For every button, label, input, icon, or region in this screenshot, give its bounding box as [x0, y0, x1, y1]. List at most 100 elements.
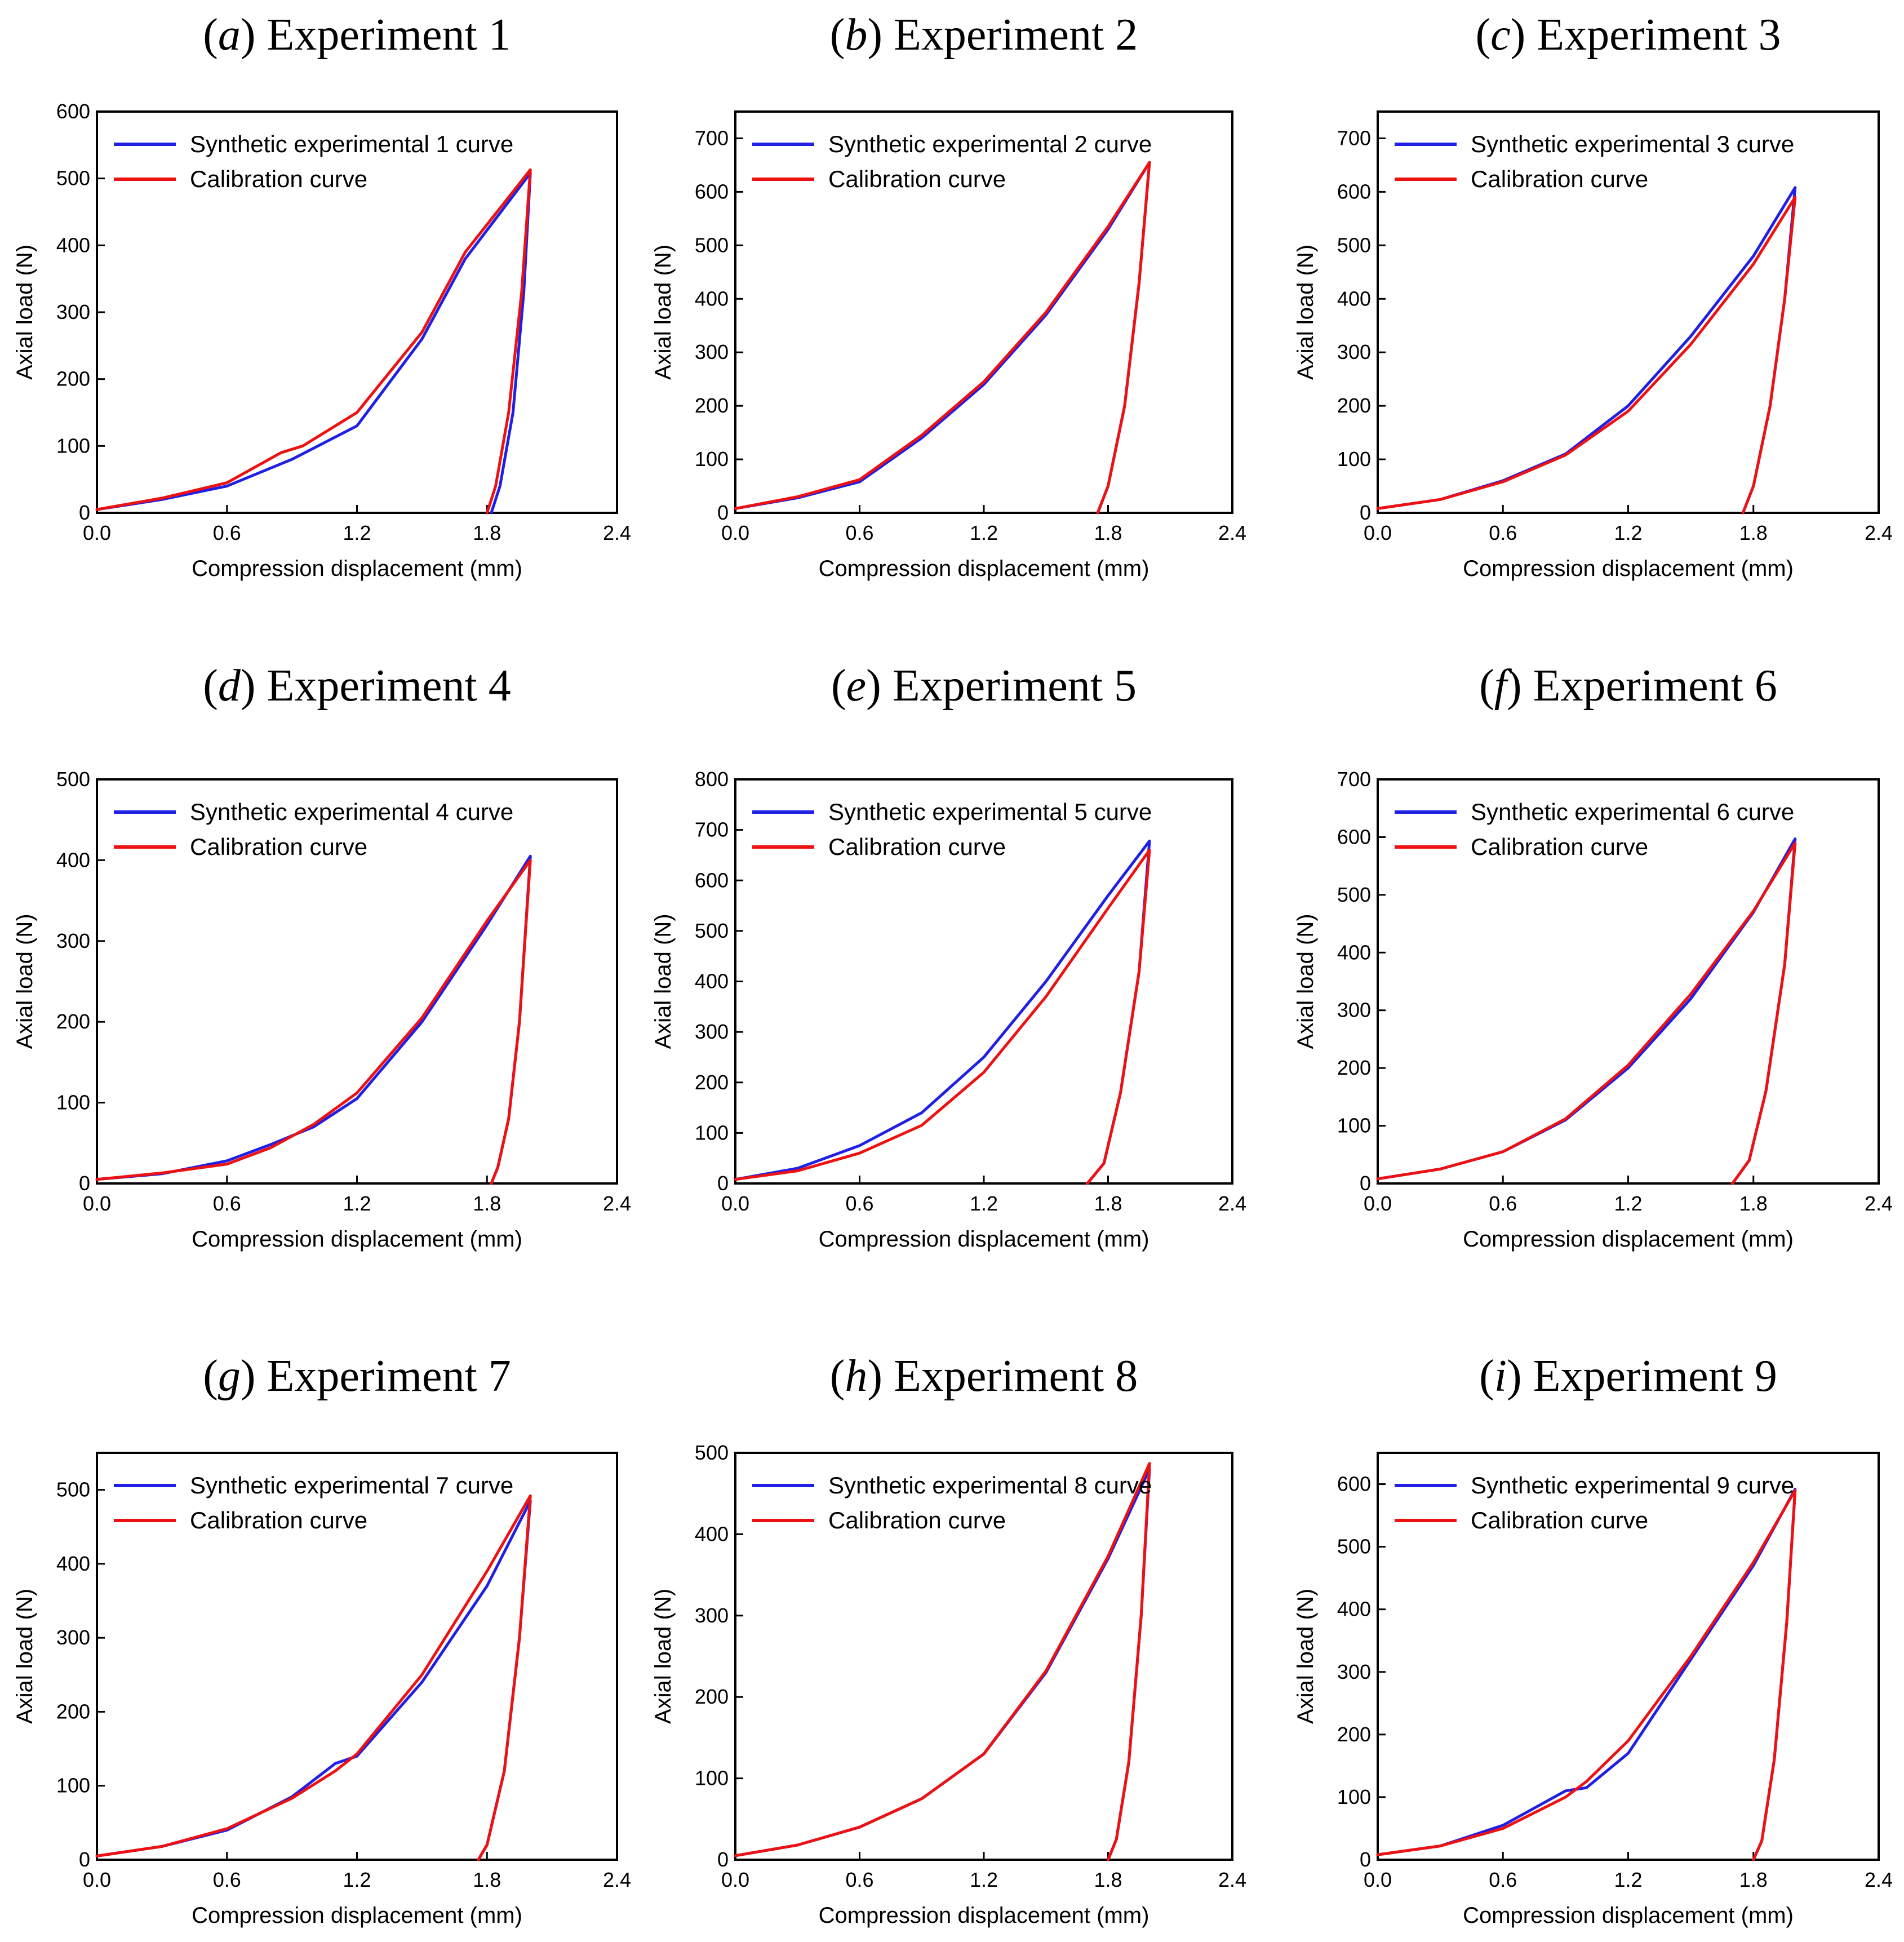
x-tick-label: 1.2: [1614, 521, 1642, 544]
y-tick-label: 300: [56, 300, 90, 323]
y-tick-label: 0: [1360, 1848, 1371, 1871]
y-tick-label: 0: [717, 1848, 729, 1871]
chart-title-text: Experiment 5: [893, 661, 1137, 711]
y-tick-label: 500: [1337, 233, 1371, 256]
series-line-calibration: [95, 168, 532, 515]
legend: Synthetic experimental 5 curve Calibratio…: [752, 799, 1152, 860]
series-line-calibration: [95, 858, 532, 1185]
x-tick-label: 0.6: [213, 521, 241, 544]
y-tick-label: 700: [695, 126, 729, 149]
series-line-calibration: [734, 1462, 1151, 1861]
chart-title-text: Experiment 4: [267, 661, 511, 711]
x-tick-label: 0.0: [1364, 1192, 1392, 1215]
legend-label-calibration: Calibration curve: [828, 166, 1006, 192]
series-line-calibration: [1376, 841, 1797, 1185]
y-tick-label: 300: [56, 1626, 90, 1649]
y-tick-label: 600: [695, 180, 729, 203]
y-tick-label: 400: [56, 1552, 90, 1575]
y-tick-label: 100: [695, 447, 729, 471]
chart-panel-e: (e) Experiment 5 0.0 0.6 1.2 1.8 2.4 0 100 200 30…: [651, 661, 1246, 1252]
y-tick-label: 100: [56, 1774, 90, 1797]
y-axis-label: Axial load (N): [651, 914, 676, 1049]
legend-label-synthetic: Synthetic experimental 2 curve: [828, 131, 1152, 157]
x-tick-label: 0.6: [845, 1868, 873, 1891]
y-tick-label: 200: [56, 1010, 90, 1033]
legend: Synthetic experimental 9 curve Calibratio…: [1395, 1472, 1794, 1533]
y-tick-label: 400: [695, 970, 729, 993]
chart-title-text: Experiment 1: [267, 10, 511, 60]
legend-label-synthetic: Synthetic experimental 6 curve: [1471, 799, 1794, 825]
x-axis-label: Compression displacement (mm): [1463, 1227, 1794, 1252]
y-tick-label: 100: [695, 1767, 729, 1790]
x-tick-label: 1.2: [970, 521, 998, 544]
x-tick-label: 1.2: [343, 521, 371, 544]
y-tick-label: 500: [695, 1441, 729, 1464]
legend-label-synthetic: Synthetic experimental 5 curve: [828, 799, 1152, 825]
x-tick-label: 1.8: [473, 1192, 501, 1215]
x-tick-label: 0.0: [721, 1868, 749, 1891]
y-tick-label: 200: [695, 1071, 729, 1094]
y-tick-label: 100: [695, 1121, 729, 1144]
y-tick-label: 800: [695, 768, 729, 791]
y-tick-label: 300: [695, 1020, 729, 1043]
y-tick-label: 400: [695, 1522, 729, 1545]
x-axis-label: Compression displacement (mm): [192, 556, 522, 581]
series-line-synthetic: [1376, 837, 1797, 1185]
x-tick-label: 1.8: [1094, 1868, 1122, 1891]
y-tick-label: 0: [79, 1848, 90, 1871]
x-tick-label: 0.0: [721, 1192, 749, 1215]
y-tick-label: 500: [56, 1478, 90, 1501]
x-tick-label: 0.6: [1489, 1192, 1517, 1215]
y-axis-label: Axial load (N): [1293, 245, 1318, 380]
legend-label-calibration: Calibration curve: [828, 1507, 1006, 1533]
x-tick-label: 0.6: [845, 1192, 873, 1215]
x-axis-label: Compression displacement (mm): [1463, 1903, 1794, 1928]
chart-panel-f: (f) Experiment 6 0.0 0.6 1.2 1.8 2.4 0 100 200 30…: [1293, 661, 1893, 1252]
legend: Synthetic experimental 4 curve Calibratio…: [114, 799, 513, 860]
chart-title: (e) Experiment 5: [831, 661, 1137, 711]
x-tick-label: 1.8: [473, 521, 501, 544]
x-tick-label: 0.6: [1489, 521, 1517, 544]
chart-title-text: Experiment 8: [894, 1351, 1138, 1401]
x-tick-label: 2.4: [603, 1192, 631, 1215]
y-tick-label: 600: [1337, 1473, 1371, 1496]
x-axis-label: Compression displacement (mm): [192, 1227, 522, 1252]
series-line-synthetic: [95, 854, 532, 1185]
series-line-calibration: [1376, 1489, 1797, 1861]
y-tick-label: 100: [1337, 447, 1371, 471]
y-tick-label: 500: [1337, 1535, 1371, 1558]
x-tick-label: 0.0: [83, 521, 111, 544]
legend: Synthetic experimental 8 curve Calibratio…: [752, 1472, 1152, 1533]
x-tick-label: 1.2: [970, 1192, 998, 1215]
chart-title: (a) Experiment 1: [203, 10, 511, 60]
y-tick-label: 600: [56, 100, 90, 123]
chart-title: (f) Experiment 6: [1479, 661, 1777, 711]
chart-title-text: Experiment 7: [267, 1351, 511, 1401]
series-line-synthetic: [1376, 1487, 1797, 1861]
series-line-calibration: [734, 849, 1151, 1185]
y-tick-label: 200: [1337, 1056, 1371, 1079]
chart-title: (c) Experiment 3: [1476, 10, 1781, 60]
x-tick-label: 2.4: [1218, 1868, 1246, 1891]
y-tick-label: 300: [1337, 340, 1371, 363]
y-tick-label: 500: [695, 233, 729, 256]
series-line-synthetic: [734, 839, 1151, 1185]
legend-label-synthetic: Synthetic experimental 3 curve: [1471, 131, 1794, 157]
y-tick-label: 100: [1337, 1114, 1371, 1137]
y-tick-label: 600: [695, 868, 729, 892]
x-tick-label: 2.4: [1218, 521, 1246, 544]
legend-label-calibration: Calibration curve: [828, 833, 1006, 860]
legend: Synthetic experimental 3 curve Calibratio…: [1395, 131, 1794, 192]
x-axis-label: Compression displacement (mm): [1463, 556, 1794, 581]
y-tick-label: 200: [695, 1685, 729, 1708]
x-tick-label: 2.4: [1865, 1868, 1893, 1891]
legend-label-calibration: Calibration curve: [1471, 833, 1648, 860]
legend-label-synthetic: Synthetic experimental 9 curve: [1471, 1472, 1794, 1498]
y-axis-label: Axial load (N): [651, 1589, 676, 1724]
y-tick-label: 300: [695, 1604, 729, 1627]
legend-label-synthetic: Synthetic experimental 1 curve: [190, 131, 513, 157]
chart-title: (g) Experiment 7: [203, 1351, 511, 1401]
x-tick-label: 1.2: [1614, 1868, 1642, 1891]
x-tick-label: 1.2: [970, 1868, 998, 1891]
legend-label-calibration: Calibration curve: [190, 833, 367, 860]
